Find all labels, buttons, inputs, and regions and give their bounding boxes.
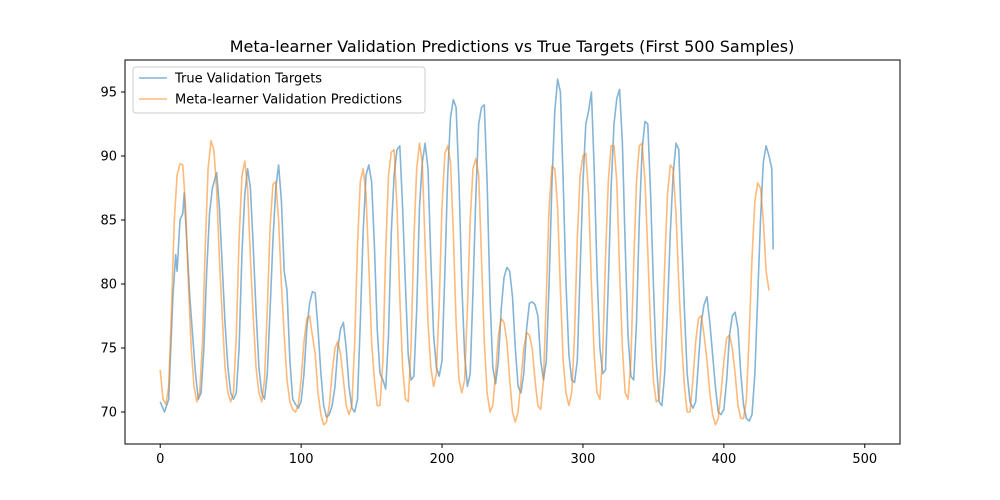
y-tick-label: 75 (100, 342, 117, 357)
series-line-true-targets (159, 78, 774, 422)
y-tick-label: 85 (100, 214, 117, 229)
chart-title: Meta-learner Validation Predictions vs T… (230, 37, 795, 56)
x-axis: 0 100 200 300 400 500 (156, 444, 877, 467)
y-axis: 70 75 80 85 90 95 (100, 86, 125, 421)
x-tick-label: 300 (571, 452, 596, 467)
x-tick-label: 500 (852, 452, 877, 467)
x-tick-label: 100 (289, 452, 314, 467)
legend-label-predictions: Meta-learner Validation Predictions (175, 93, 402, 108)
y-tick-label: 80 (100, 278, 117, 293)
plot-frame (124, 59, 901, 445)
plot-lines (159, 78, 774, 426)
legend-label-true-targets: True Validation Targets (174, 72, 322, 87)
y-tick-label: 70 (100, 406, 117, 421)
x-tick-label: 400 (711, 452, 736, 467)
series-line-predictions (159, 139, 770, 426)
x-tick-label: 0 (156, 452, 164, 467)
y-tick-label: 95 (100, 86, 117, 101)
x-tick-label: 200 (430, 452, 455, 467)
legend: True Validation Targets Meta-learner Val… (132, 66, 426, 114)
legend-box (132, 66, 426, 114)
y-tick-label: 90 (100, 150, 117, 165)
